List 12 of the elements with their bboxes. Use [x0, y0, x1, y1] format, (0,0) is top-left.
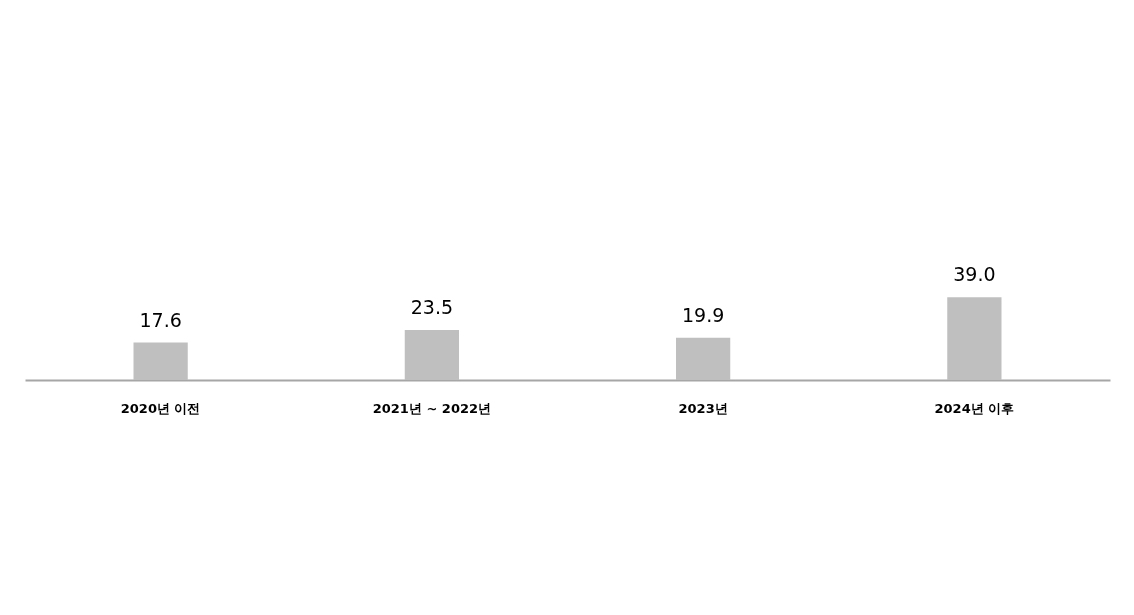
- bar: [947, 297, 1002, 380]
- x-tick-label: 2020년 이전: [120, 400, 201, 416]
- data-label: 17.6: [139, 308, 182, 331]
- x-tick-label: 2021년 ~ 2022년: [372, 400, 492, 416]
- data-label: 39.0: [953, 263, 996, 286]
- data-label: 23.5: [410, 296, 454, 319]
- bar: [404, 330, 459, 380]
- bar: [133, 342, 188, 380]
- bar: [676, 337, 731, 380]
- x-tick-label: 2024년 이후: [934, 400, 1015, 416]
- x-tick-label: 2023년: [678, 400, 728, 416]
- data-label: 19.9: [681, 303, 725, 326]
